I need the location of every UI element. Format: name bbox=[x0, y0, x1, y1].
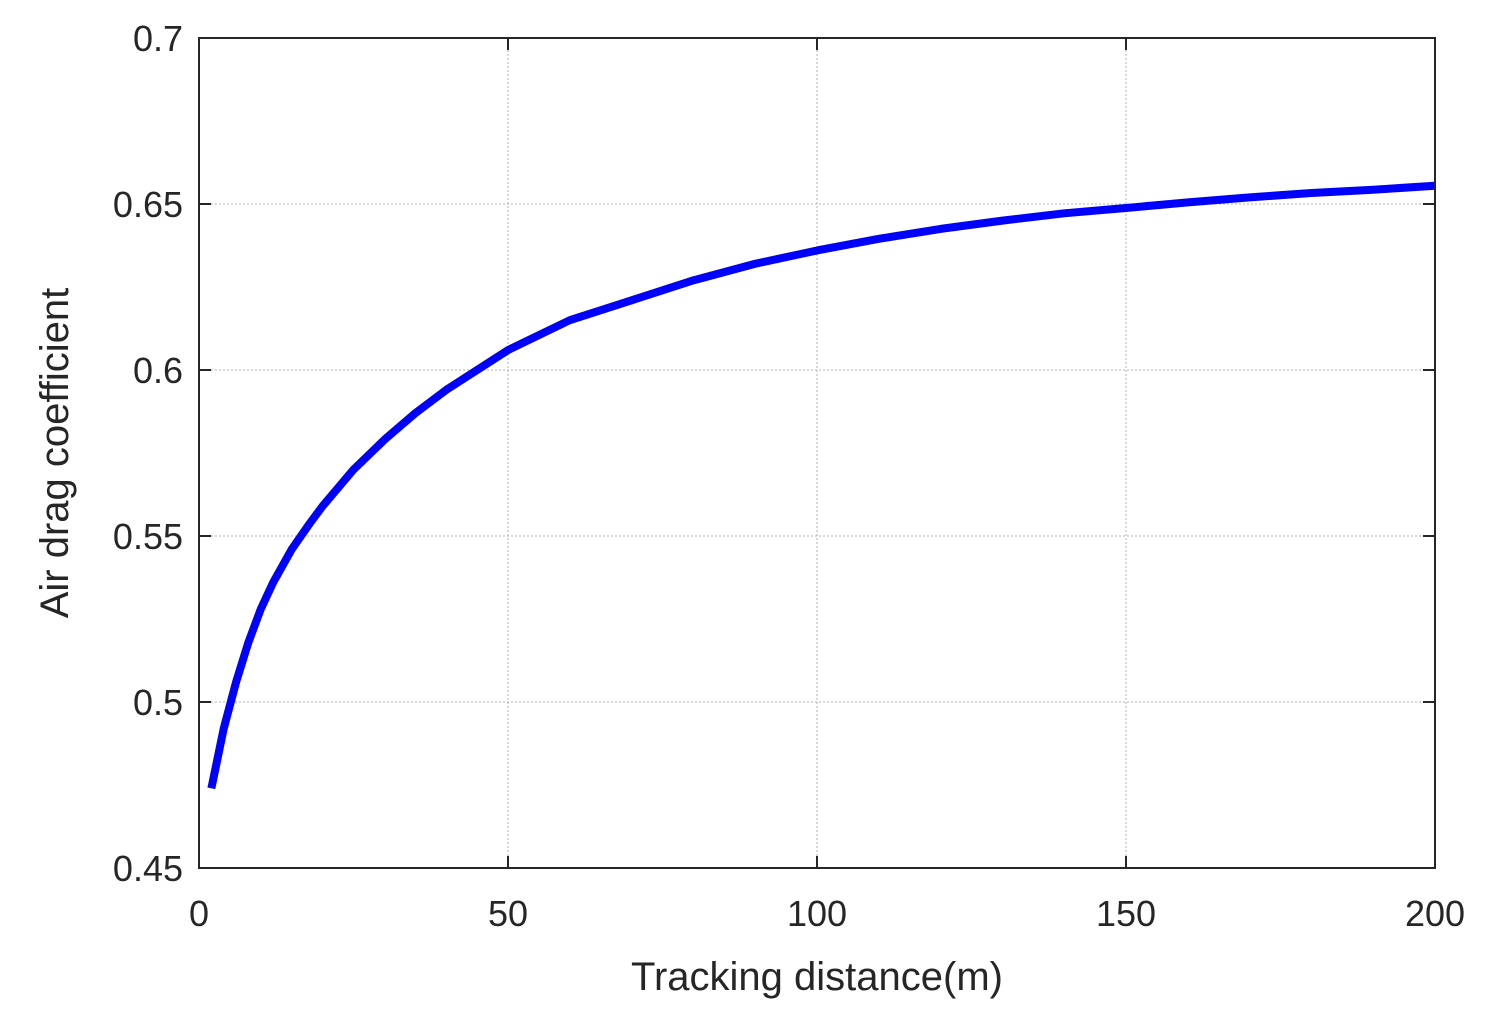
ticks bbox=[198, 37, 1436, 869]
plot-area bbox=[207, 181, 1436, 790]
series-line-0 bbox=[207, 181, 1436, 790]
x-tick-label: 150 bbox=[1096, 893, 1156, 934]
tick-labels: 0 50 100 150 200 0.45 0.5 0.55 0.6 0.65 0.7 bbox=[113, 18, 1465, 934]
y-tick-label: 0.55 bbox=[113, 516, 183, 557]
x-tick-label: 0 bbox=[189, 893, 209, 934]
x-tick-label: 100 bbox=[787, 893, 847, 934]
y-tick-label: 0.7 bbox=[133, 18, 183, 59]
y-tick-label: 0.65 bbox=[113, 184, 183, 225]
x-tick-label: 200 bbox=[1405, 893, 1465, 934]
y-tick-label: 0.45 bbox=[113, 848, 183, 889]
grid bbox=[199, 38, 1435, 868]
y-axis-title: Air drag coefficient bbox=[33, 288, 77, 619]
y-tick-label: 0.6 bbox=[133, 350, 183, 391]
x-axis-title: Tracking distance(m) bbox=[631, 955, 1003, 999]
x-tick-label: 50 bbox=[488, 893, 528, 934]
y-tick-label: 0.5 bbox=[133, 682, 183, 723]
